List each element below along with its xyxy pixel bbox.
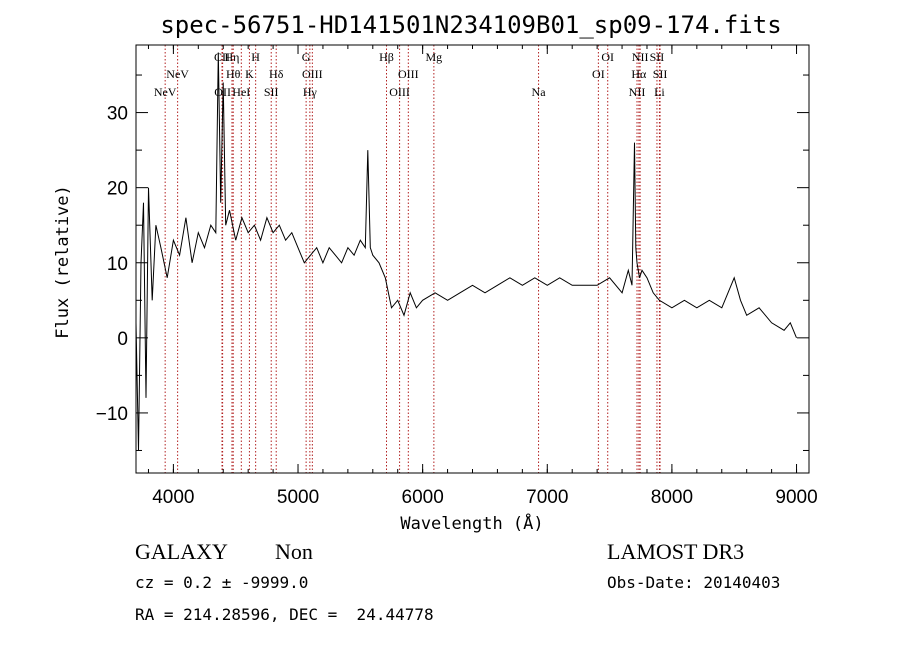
line-label-0: NeV [154, 85, 177, 99]
y-tick-label-4: 30 [107, 104, 128, 125]
y-tick-label-1: 0 [117, 329, 128, 350]
y-tick-label-0: −10 [96, 404, 128, 425]
line-label-25: SII [653, 67, 668, 81]
x-tick-label-0: 4000 [152, 487, 194, 508]
line-label-11: G [302, 50, 311, 64]
line-label-20: OI [601, 50, 614, 64]
object-class: GALAXY [135, 539, 228, 564]
line-label-19: OI [592, 67, 605, 81]
plot-frame [135, 44, 810, 474]
x-tick-label-1: 5000 [277, 487, 319, 508]
x-tick-label-2: 6000 [402, 487, 444, 508]
y-axis-label: Flux (relative) [53, 185, 73, 339]
line-label-10: Hδ [269, 67, 284, 81]
line-label-1: NeV [166, 67, 189, 81]
line-label-13: Hγ [303, 85, 318, 99]
y-tick-label-2: 10 [107, 254, 128, 275]
line-label-18: Na [532, 85, 547, 99]
x-tick-label-4: 8000 [651, 487, 693, 508]
redshift-readout: cz = 0.2 ± -9999.0 [135, 573, 309, 592]
x-axis-label: Wavelength (Å) [400, 512, 543, 534]
line-label-22: Hα [631, 67, 647, 81]
line-label-14: Hβ [379, 50, 394, 64]
x-tick-label-5: 9000 [775, 487, 817, 508]
x-tick-label-3: 7000 [526, 487, 568, 508]
line-label-4: Hη [224, 50, 239, 64]
line-label-5: Hθ [226, 67, 241, 81]
line-label-17: Mg [426, 50, 443, 64]
line-label-7: K [245, 67, 254, 81]
line-label-21: NII [629, 85, 646, 99]
line-label-23: NII [632, 50, 649, 64]
line-markers [164, 45, 661, 473]
line-labels: NeVNeVCIIOIIHηHθHeIKHSIIHδGOIIIHγHβOIIIO… [154, 50, 668, 99]
observation-date: Obs-Date: 20140403 [607, 573, 781, 592]
object-subclass: Non [275, 539, 313, 564]
line-label-24: SII [650, 50, 665, 64]
spectrum-line [135, 52, 797, 451]
chart-title: spec-56751-HD141501N234109B01_sp09-174.f… [160, 11, 781, 39]
y-tick-label-3: 20 [107, 179, 128, 200]
line-label-8: H [251, 50, 260, 64]
line-label-26: Li [654, 85, 665, 99]
coordinates-readout: RA = 214.28596, DEC = 24.44778 [135, 605, 434, 624]
line-label-15: OIII [389, 85, 410, 99]
line-label-6: HeI [232, 85, 250, 99]
survey-name: LAMOST DR3 [607, 539, 745, 564]
line-label-12: OIII [302, 67, 323, 81]
line-label-16: OIII [398, 67, 419, 81]
axis-ticks: 4000 5000 6000 7000 8000 9000 −10 0 10 20 30 [96, 45, 818, 508]
line-label-9: SII [264, 85, 279, 99]
